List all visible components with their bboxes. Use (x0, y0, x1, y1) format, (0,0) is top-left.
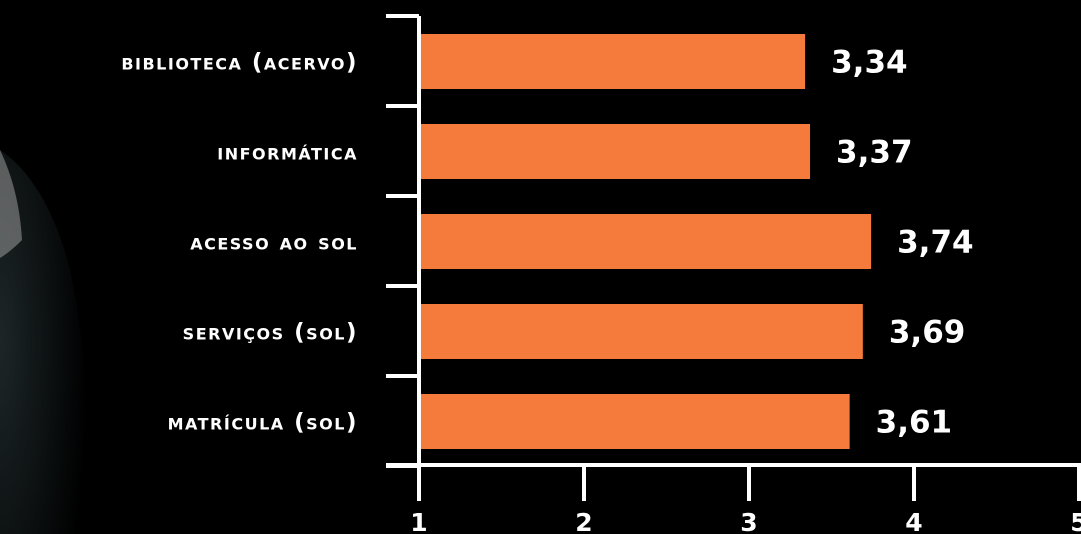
bar-4 (419, 394, 850, 449)
category-label-2: acesso ao sol (190, 230, 358, 256)
bar-0 (419, 34, 806, 89)
x-tick-label-2: 3 (740, 508, 757, 534)
x-tick-label-0: 1 (410, 508, 427, 534)
category-label-3: serviços (sol) (183, 320, 358, 346)
category-label-0: biblioteca (acervo) (121, 50, 358, 76)
bar-3 (419, 304, 863, 359)
labels-layer: 3,34 biblioteca (acervo) 3,37 informática 3,… (121, 45, 1081, 534)
value-label-3: 3,69 (889, 315, 966, 351)
category-label-4: matrícula (sol) (168, 410, 358, 436)
value-label-1: 3,37 (836, 135, 913, 171)
category-label-1: informática (217, 140, 358, 166)
x-tick-label-1: 2 (575, 508, 592, 534)
bars-layer (419, 34, 872, 449)
axis-layer (386, 14, 1081, 501)
bar-1 (419, 124, 811, 179)
value-label-2: 3,74 (897, 225, 974, 261)
background-photo (0, 150, 89, 534)
x-tick-label-3: 4 (905, 508, 922, 534)
bar-2 (419, 214, 872, 269)
value-label-0: 3,34 (831, 45, 908, 81)
value-label-4: 3,61 (876, 405, 953, 441)
x-tick-label-4: 5 (1070, 508, 1081, 534)
background-photo-highlight (0, 150, 22, 258)
